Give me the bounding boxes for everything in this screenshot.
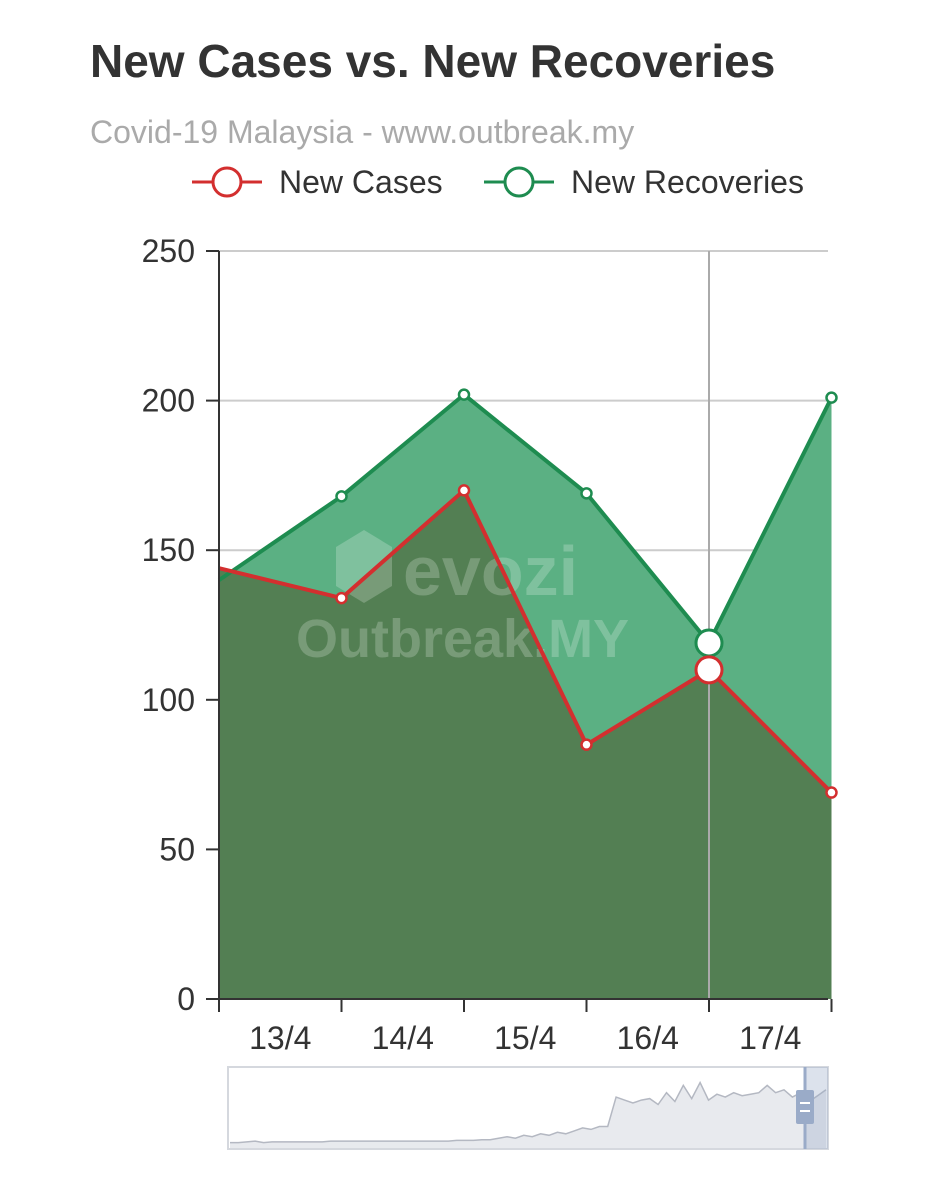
- legend-label: New Cases: [279, 164, 443, 200]
- navigator-handle-icon[interactable]: [796, 1090, 814, 1124]
- x-tick-label: 15/4: [494, 1020, 556, 1056]
- point-new-recoveries-14-4[interactable]: [457, 388, 471, 401]
- navigator-selection[interactable]: [805, 1067, 828, 1149]
- x-tick-label: 13/4: [249, 1020, 311, 1056]
- y-tick-label: 50: [159, 831, 195, 867]
- navigator[interactable]: [227, 1066, 829, 1150]
- y-tick-label: 100: [142, 682, 195, 718]
- point-new-cases-15-4[interactable]: [580, 738, 593, 751]
- navigator-line: [230, 1080, 827, 1144]
- watermark-site: Outbreak.MY: [296, 609, 629, 669]
- point-new-cases-16-4[interactable]: [694, 655, 724, 685]
- point-new-cases-13-4[interactable]: [335, 591, 348, 605]
- y-tick-label: 150: [142, 532, 195, 568]
- point-new-cases-14-4[interactable]: [457, 484, 471, 497]
- marker-layer: [335, 388, 838, 799]
- y-tick-label: 0: [177, 981, 195, 1017]
- y-tick-label: 250: [142, 233, 195, 269]
- legend-item-new-recoveries[interactable]: New Recoveries: [484, 164, 804, 200]
- chart-title: New Cases vs. New Recoveries: [90, 35, 775, 87]
- point-new-recoveries-17-4[interactable]: [825, 391, 838, 404]
- area-layer: [219, 394, 832, 1000]
- x-tick-label: 17/4: [739, 1020, 801, 1056]
- line-new-recoveries: [217, 392, 834, 645]
- legend-marker-icon: [211, 166, 243, 198]
- legend-item-new-cases[interactable]: New Cases: [192, 164, 443, 200]
- x-tick-label: 14/4: [372, 1020, 434, 1056]
- x-tick-label: 16/4: [617, 1020, 679, 1056]
- area-new-cases: [219, 490, 832, 999]
- point-new-recoveries-16-4[interactable]: [694, 628, 724, 658]
- legend-marker-icon: [503, 166, 535, 198]
- line-new-cases: [218, 488, 833, 794]
- line-layer: [217, 392, 834, 794]
- legend: New Cases New Recoveries: [192, 164, 804, 200]
- axes: 0 50 100 150 200 250 13/4 14/4 15/4 16/4 17/4: [142, 233, 833, 1056]
- chart-subtitle: Covid-19 Malaysia - www.outbreak.my: [90, 114, 634, 150]
- point-new-recoveries-13-4[interactable]: [335, 490, 348, 503]
- watermark-hexagon-icon: [336, 530, 392, 603]
- y-tick-label: 200: [142, 383, 195, 419]
- legend-label: New Recoveries: [571, 164, 804, 200]
- point-new-recoveries-15-4[interactable]: [580, 487, 593, 500]
- point-new-cases-17-4[interactable]: [825, 786, 838, 799]
